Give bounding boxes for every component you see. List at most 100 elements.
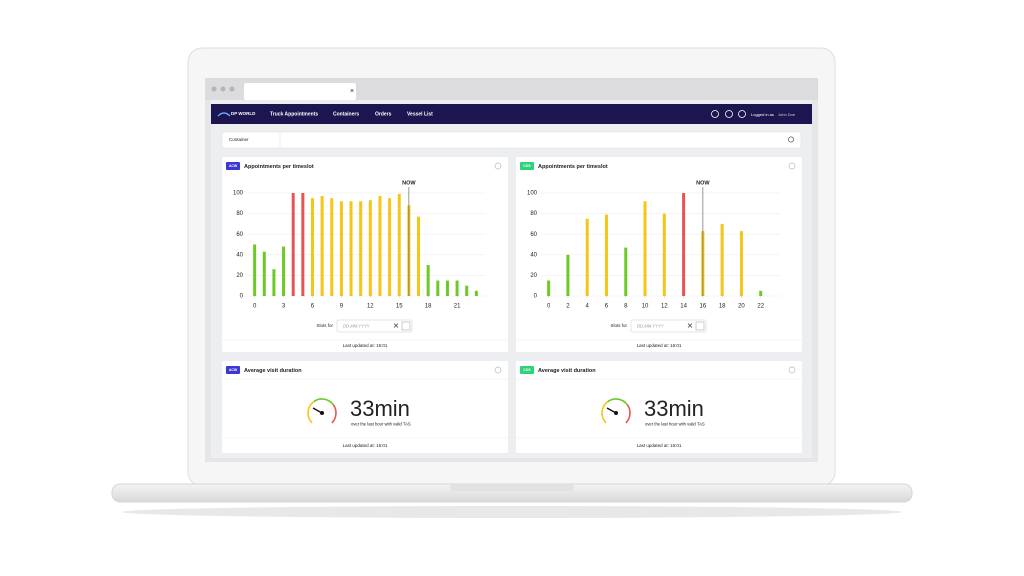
notch [450, 484, 574, 491]
logged-in: Logged in as [751, 112, 774, 117]
duration-value: 33min [644, 396, 704, 421]
x-tick-label: 22 [757, 304, 764, 310]
search-icon[interactable] [711, 110, 719, 118]
duration-caption: over the last hour with valid TAS [645, 422, 705, 427]
x-tick-label: 0 [253, 304, 257, 310]
gauge-arc [625, 404, 631, 424]
refresh-icon[interactable] [788, 162, 796, 170]
x-tick-label: 3 [282, 304, 286, 310]
x-tick-label: 18 [719, 304, 726, 310]
x-tick-label: 0 [547, 304, 551, 310]
y-tick-label: 0 [240, 294, 244, 300]
date-placeholder: DD.MM.YYYY [637, 323, 665, 328]
nav-item[interactable]: Orders [375, 111, 392, 117]
bar [310, 198, 314, 296]
shadow [122, 506, 902, 518]
bar [272, 269, 276, 296]
logo-icon [217, 112, 231, 117]
gauge-arc [607, 398, 628, 406]
bar [547, 280, 551, 296]
badge [520, 366, 534, 374]
nav-item[interactable]: Containers [333, 111, 359, 117]
clear-icon[interactable] [687, 323, 693, 328]
bar [378, 196, 382, 296]
date-placeholder: DD.MM.YYYY [343, 323, 371, 328]
bar [253, 244, 257, 296]
x-tick-label: 16 [700, 304, 707, 310]
refresh-icon[interactable] [494, 366, 502, 374]
badge-text: CDS [523, 368, 531, 372]
bar [320, 196, 324, 296]
nav-item[interactable]: Truck Appointments [270, 111, 318, 117]
x-tick-label: 21 [454, 304, 461, 310]
badge-text: ACW [229, 164, 238, 168]
search-button[interactable] [788, 136, 794, 143]
bar [282, 246, 286, 296]
date-input[interactable] [336, 319, 413, 333]
panel-title: Average visit duration [538, 368, 596, 374]
y-tick-label: 60 [236, 232, 243, 238]
tab-close[interactable]: × [350, 88, 354, 95]
tab[interactable] [244, 83, 356, 100]
bar [397, 194, 401, 296]
date-input[interactable] [630, 319, 707, 333]
refresh-icon[interactable] [494, 162, 502, 170]
now-label: NOW [696, 180, 710, 186]
x-tick-label: 14 [680, 304, 687, 310]
user[interactable]: John Doe [778, 112, 796, 117]
updated: Last updated at: 16:01 [637, 443, 682, 448]
settings-icon[interactable] [738, 110, 746, 118]
help-icon[interactable] [725, 110, 733, 118]
nav-bar [211, 104, 812, 124]
search-select[interactable]: Container [229, 137, 249, 142]
bar [720, 223, 724, 296]
nav-item[interactable]: Vessel List [407, 111, 433, 117]
bar [759, 290, 763, 296]
panel-title: Appointments per timeslot [538, 164, 608, 170]
updated: Last updated at: 16:01 [343, 343, 388, 348]
x-tick-label: 15 [396, 304, 403, 310]
y-tick-label: 80 [530, 211, 537, 217]
panel [516, 361, 802, 453]
bar [417, 216, 421, 296]
bar [291, 193, 295, 296]
bar [739, 231, 743, 296]
badge [226, 162, 240, 170]
bar [662, 213, 666, 296]
now-label: NOW [402, 180, 416, 186]
bar [368, 200, 372, 296]
bar [474, 290, 478, 296]
bar [682, 193, 686, 296]
badge-text: ACW [229, 368, 238, 372]
bar [445, 280, 449, 296]
x-tick-label: 20 [738, 304, 745, 310]
y-tick-label: 0 [534, 294, 538, 300]
bar [455, 280, 459, 296]
bar [465, 285, 469, 296]
x-tick-label: 6 [605, 304, 609, 310]
x-tick-label: 10 [642, 304, 649, 310]
x-tick-label: 6 [311, 304, 315, 310]
x-tick-label: 12 [661, 304, 668, 310]
updated: Last updated at: 16:01 [637, 343, 682, 348]
badge-text: CDS [523, 164, 531, 168]
bar [436, 280, 440, 296]
badge [520, 162, 534, 170]
gauge-arc [307, 401, 315, 424]
bar [426, 265, 430, 296]
duration-caption: over the last hour with valid TAS [351, 422, 411, 427]
gauge-hub [614, 411, 618, 415]
slots-label: Slots for [316, 323, 333, 328]
calendar-icon[interactable] [695, 321, 705, 331]
clear-icon[interactable] [393, 323, 399, 328]
calendar-icon[interactable] [401, 321, 411, 331]
y-tick-label: 100 [233, 191, 244, 197]
bar [388, 198, 392, 296]
search-bar[interactable] [221, 131, 802, 149]
duration-value: 33min [350, 396, 410, 421]
bar [624, 247, 628, 296]
y-tick-label: 80 [236, 211, 243, 217]
refresh-icon[interactable] [788, 366, 796, 374]
